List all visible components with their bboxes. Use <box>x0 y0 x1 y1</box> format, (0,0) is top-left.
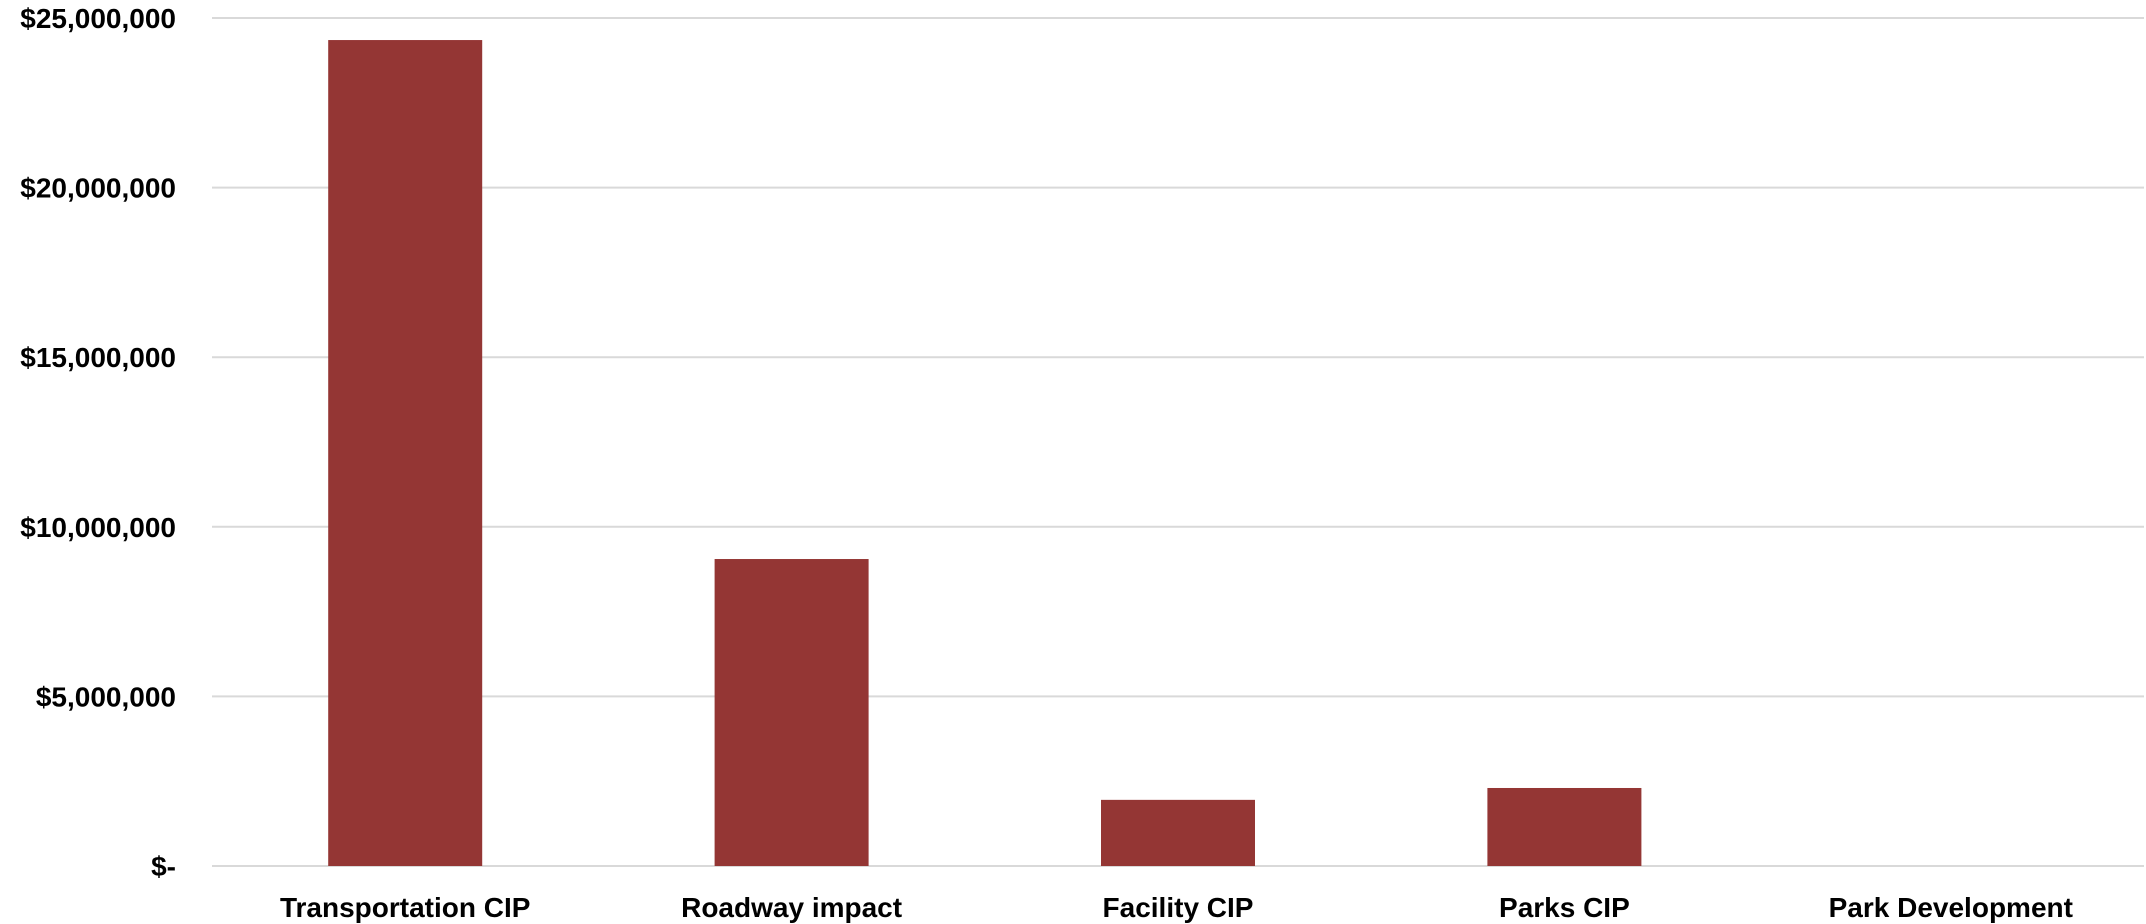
y-tick-label: $25,000,000 <box>20 3 176 34</box>
bars <box>328 40 1642 867</box>
bar-roadway-impact <box>714 559 869 866</box>
y-tick-label: $10,000,000 <box>20 512 176 543</box>
bar-transportation-cip <box>328 40 483 867</box>
y-tick-label: $- <box>151 851 176 882</box>
x-category-label: Roadway impact <box>681 892 902 923</box>
bar-facility-cip <box>1101 799 1255 866</box>
y-tick-label: $5,000,000 <box>36 681 176 712</box>
x-axis-category-labels: Transportation CIP Roadway impact Facility… <box>280 892 2073 923</box>
y-tick-label: $15,000,000 <box>20 342 176 373</box>
gridlines <box>212 17 2144 867</box>
x-category-label: Transportation CIP <box>280 892 530 923</box>
x-category-label: Parks CIP <box>1499 892 1630 923</box>
x-category-label: Facility CIP <box>1103 892 1254 923</box>
y-axis-tick-labels: $- $5,000,000 $10,000,000 $15,000,000 $20,00… <box>20 3 176 882</box>
bar-parks-cip <box>1487 787 1642 866</box>
x-category-label: Park Development <box>1829 892 2073 923</box>
y-tick-label: $20,000,000 <box>20 173 176 204</box>
